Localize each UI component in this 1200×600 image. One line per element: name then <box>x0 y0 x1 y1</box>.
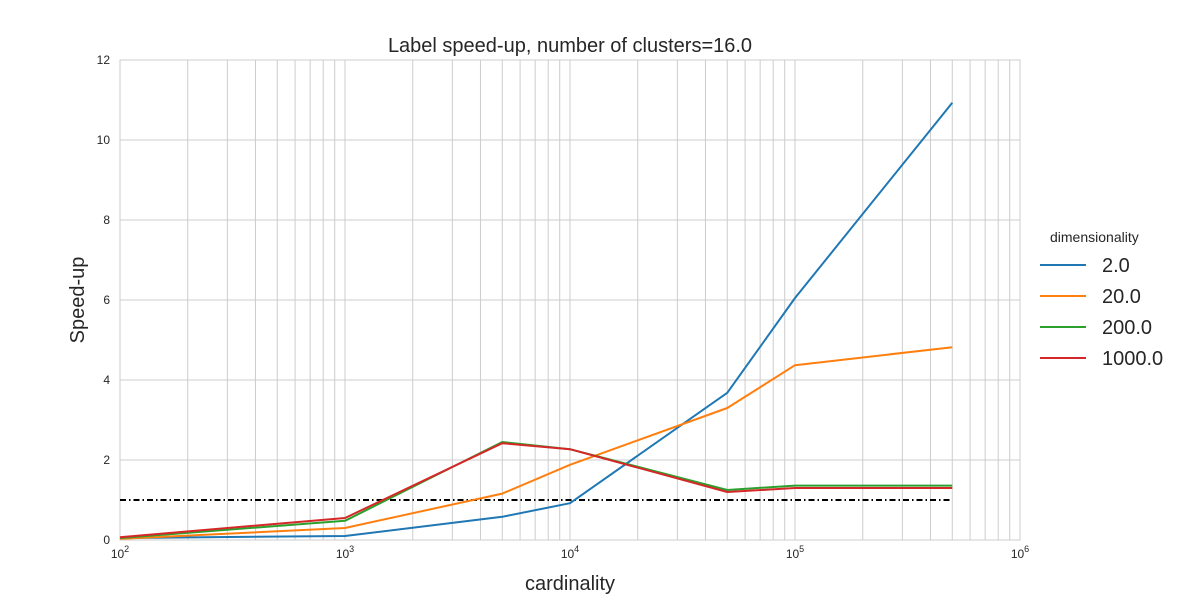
x-tick-label: 105 <box>786 544 804 561</box>
plot-frame <box>119 59 1021 541</box>
y-tick-label: 4 <box>103 373 110 387</box>
x-axis-label: cardinality <box>525 573 615 595</box>
legend-item: 20.0 <box>1040 286 1141 308</box>
series-line-2.0 <box>119 102 954 539</box>
legend-label: 1000.0 <box>1102 348 1163 370</box>
y-axis-label: Speed-up <box>67 257 89 344</box>
legend-items: 2.0 20.0 200.0 1000.0 <box>1040 255 1163 370</box>
legend-item: 1000.0 <box>1040 348 1163 370</box>
y-tick-labels: 0 2 4 6 8 10 12 <box>97 53 111 547</box>
y-tick-label: 2 <box>103 453 110 467</box>
y-tick-label: 10 <box>97 133 111 147</box>
legend-item: 200.0 <box>1040 317 1152 339</box>
legend-label: 200.0 <box>1102 317 1152 339</box>
y-tick-label: 0 <box>103 533 110 547</box>
series-group <box>119 102 954 540</box>
x-tick-label: 104 <box>561 544 579 561</box>
chart-title: Label speed-up, number of clusters=16.0 <box>388 35 752 57</box>
x-tick-labels: 102 103 104 105 106 <box>111 544 1029 561</box>
grid <box>119 59 1021 541</box>
series-line-20.0 <box>119 346 953 540</box>
legend-label: 2.0 <box>1102 255 1130 277</box>
x-tick-label: 103 <box>336 544 354 561</box>
y-tick-label: 12 <box>97 53 111 67</box>
legend-title: dimensionality <box>1050 229 1139 245</box>
legend: dimensionality 2.0 20.0 200.0 1000.0 <box>1040 229 1163 370</box>
legend-item: 2.0 <box>1040 255 1130 277</box>
y-tick-label: 6 <box>103 293 110 307</box>
series-line-200.0 <box>119 441 953 539</box>
x-tick-label: 102 <box>111 544 129 561</box>
x-tick-label: 106 <box>1011 544 1029 561</box>
series-line-1000.0 <box>119 442 953 539</box>
legend-label: 20.0 <box>1102 286 1141 308</box>
y-tick-label: 8 <box>103 213 110 227</box>
